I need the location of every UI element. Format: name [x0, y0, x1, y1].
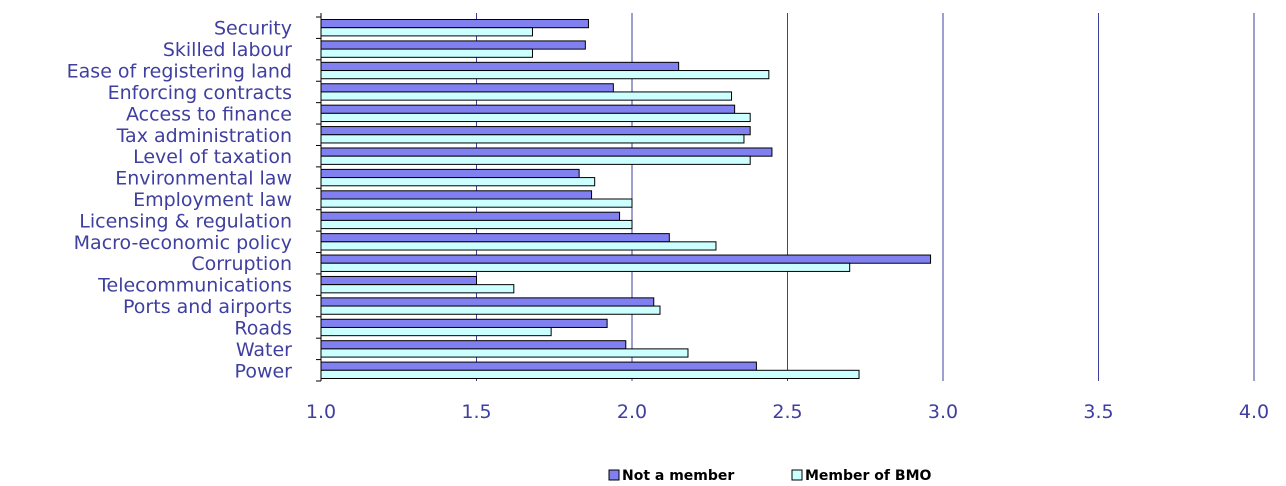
- category-label-licensing-and-regulation: Licensing & regulation: [79, 210, 292, 232]
- legend-swatch-member-of-bmo: [791, 469, 803, 481]
- bar-not-a-member-ease-of-registering-land: [320, 61, 680, 72]
- bar-member-of-bmo-licensing-and-regulation: [320, 219, 633, 230]
- x-tick-label: 2.5: [772, 401, 802, 423]
- category-label-employment-law: Employment law: [133, 189, 292, 211]
- bar-member-of-bmo-corruption: [320, 262, 851, 272]
- bar-member-of-bmo-telecommunications: [320, 284, 515, 294]
- bars: [320, 19, 932, 379]
- bar-not-a-member-environmental-law: [320, 168, 580, 179]
- bar-member-of-bmo-tax-administration: [320, 134, 745, 144]
- y-axis: [316, 13, 322, 382]
- bar-member-of-bmo-skilled-labour: [320, 48, 533, 58]
- x-tick-label: 3.5: [1083, 401, 1113, 423]
- bar-not-a-member-ports-and-airports: [320, 297, 655, 307]
- bar-not-a-member-corruption: [320, 254, 932, 264]
- bar-member-of-bmo-roads: [320, 326, 552, 337]
- category-label-security: Security: [214, 18, 292, 40]
- category-label-power: Power: [235, 360, 293, 382]
- x-tick-labels: 1.0 1.5 2.0 2.5 3.0 3.5 4.0: [306, 401, 1269, 423]
- bar-not-a-member-tax-administration: [320, 126, 751, 136]
- bar-not-a-member-skilled-labour: [320, 40, 586, 50]
- bar-member-of-bmo-level-of-taxation: [320, 155, 751, 165]
- bar-member-of-bmo-water: [320, 348, 689, 358]
- category-label-level-of-taxation: Level of taxation: [133, 146, 292, 168]
- bar-not-a-member-enforcing-contracts: [320, 83, 614, 93]
- category-label-corruption: Corruption: [191, 253, 292, 275]
- bar-member-of-bmo-power: [320, 369, 860, 379]
- x-tick-label: 2.0: [617, 401, 647, 423]
- category-label-water: Water: [236, 339, 292, 361]
- bar-member-of-bmo-environmental-law: [320, 177, 596, 187]
- bar-member-of-bmo-enforcing-contracts: [320, 91, 733, 101]
- bar-not-a-member-power: [320, 361, 757, 371]
- bar-not-a-member-level-of-taxation: [320, 147, 773, 157]
- bar-member-of-bmo-access-to-finance: [320, 112, 751, 123]
- category-label-skilled-labour: Skilled labour: [163, 39, 292, 61]
- legend-swatch-not-a-member: [608, 469, 620, 481]
- bar-not-a-member-roads: [320, 318, 608, 328]
- bar-not-a-member-macro-economic-policy: [320, 233, 670, 243]
- x-tick-label: 3.0: [928, 401, 958, 423]
- category-label-access-to-finance: Access to finance: [126, 103, 292, 125]
- category-label-ports-and-airports: Ports and airports: [123, 296, 292, 318]
- legend-label-member-of-bmo: Member of BMO: [805, 468, 931, 484]
- bar-not-a-member-security: [320, 19, 589, 29]
- category-label-environmental-law: Environmental law: [115, 168, 292, 190]
- category-label-tax-administration: Tax administration: [116, 125, 292, 147]
- bar-not-a-member-water: [320, 340, 627, 350]
- category-label-roads: Roads: [234, 317, 292, 339]
- category-label-telecommunications: Telecommunications: [97, 275, 292, 297]
- bar-not-a-member-access-to-finance: [320, 104, 736, 114]
- x-tick-label: 1.5: [461, 401, 491, 423]
- bar-member-of-bmo-ports-and-airports: [320, 305, 661, 315]
- bar-member-of-bmo-employment-law: [320, 198, 633, 208]
- legend: Not a member Member of BMO: [608, 468, 931, 484]
- category-label-ease-of-registering-land: Ease of registering land: [67, 61, 292, 83]
- bar-member-of-bmo-macro-economic-policy: [320, 241, 717, 251]
- bar-not-a-member-employment-law: [320, 190, 593, 200]
- bar-member-of-bmo-ease-of-registering-land: [320, 70, 770, 80]
- category-label-enforcing-contracts: Enforcing contracts: [108, 82, 292, 104]
- x-tick-label: 4.0: [1239, 401, 1269, 423]
- bar-not-a-member-licensing-and-regulation: [320, 211, 621, 221]
- bar-member-of-bmo-security: [320, 27, 533, 37]
- category-label-macro-economic-policy: Macro-economic policy: [74, 232, 292, 254]
- legend-label-not-a-member: Not a member: [622, 468, 734, 484]
- x-tick-label: 1.0: [306, 401, 336, 423]
- bar-not-a-member-telecommunications: [320, 275, 477, 286]
